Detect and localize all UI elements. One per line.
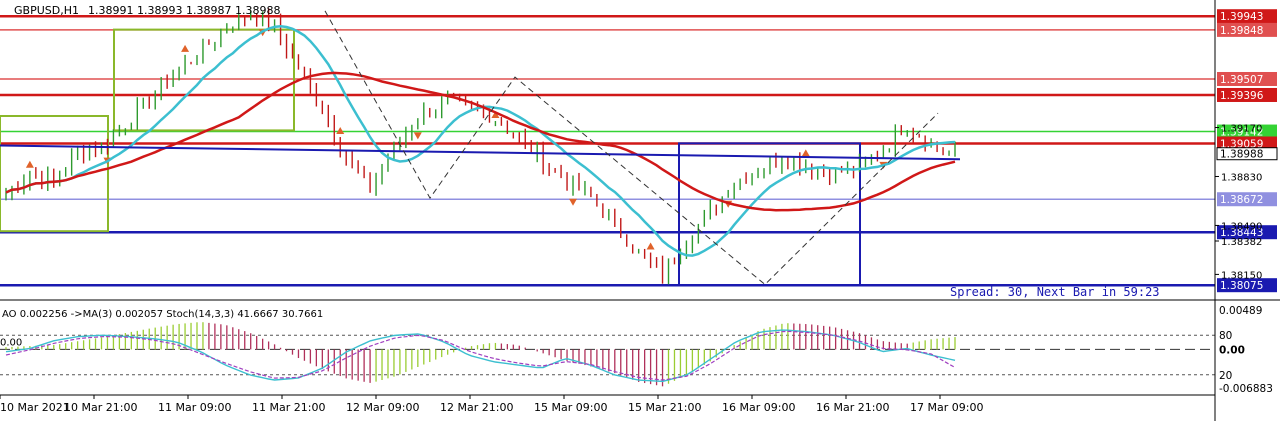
axis-tick-label: 1.39170: [1221, 124, 1262, 135]
drawn-box-green[interactable]: [113, 28, 295, 132]
price-tag-bg: [1217, 225, 1277, 240]
axis-tick-label: 1.38150: [1221, 270, 1262, 281]
fractal-marker: [646, 242, 655, 250]
indicator-pane[interactable]: 0.00: [0, 322, 1215, 387]
price-level-tag[interactable]: 1.38443: [1217, 225, 1277, 240]
time-tick-label: 16 Mar 21:00: [816, 401, 889, 414]
indicator-axis-label: -0.006883: [1219, 383, 1273, 395]
time-tick-label: 11 Mar 09:00: [158, 401, 231, 414]
ohlc-readout: 1.38991 1.38993 1.38987 1.38988: [88, 4, 280, 17]
fractal-marker: [413, 132, 422, 140]
indicator-header: AO 0.002256 ->MA(3) 0.002057 Stoch(14,3,…: [2, 309, 323, 320]
price-level-tag[interactable]: 1.38075: [1217, 278, 1277, 293]
price-tag-text: 1.39943: [1220, 11, 1263, 23]
symbol-label: GBPUSD,H1: [14, 4, 79, 17]
fractal-marker: [336, 127, 345, 135]
price-tag-bg: [1217, 87, 1277, 102]
price-tag-text: 1.39848: [1220, 25, 1263, 37]
axis-tick-label: 1.38830: [1221, 172, 1262, 183]
indicator-axis-label: 0.00489: [1219, 305, 1262, 317]
drawn-box-green[interactable]: [0, 115, 109, 233]
current-price-text: 1.38988: [1220, 149, 1263, 161]
price-pane[interactable]: [0, 8, 1215, 287]
price-tag-bg: [1217, 124, 1277, 139]
time-tick-label: 10 Mar 21:00: [64, 401, 137, 414]
indicator-axis-label: 20: [1219, 370, 1232, 382]
current-price-tag: [1216, 147, 1278, 161]
price-tag-text: 1.39142: [1220, 127, 1263, 139]
indicator-axis-label: 80: [1219, 330, 1232, 342]
time-tick-label: 12 Mar 21:00: [440, 401, 513, 414]
price-level-tag[interactable]: 1.39848: [1217, 22, 1277, 37]
time-tick-label: 12 Mar 09:00: [346, 401, 419, 414]
time-tick-label: 16 Mar 09:00: [722, 401, 795, 414]
price-tag-bg: [1217, 278, 1277, 293]
price-level-tag[interactable]: 1.38672: [1217, 192, 1277, 207]
indicator-left-label: 0.00: [0, 337, 22, 348]
fractal-marker: [491, 110, 500, 118]
time-tick-label: 11 Mar 21:00: [252, 401, 325, 414]
time-tick-label: 15 Mar 09:00: [534, 401, 607, 414]
time-tick-label: 17 Mar 09:00: [910, 401, 983, 414]
price-axis: 1.399431.398481.395071.393961.391421.390…: [1214, 0, 1278, 421]
price-level-tag[interactable]: 1.39507: [1217, 71, 1277, 86]
time-tick-label: 15 Mar 21:00: [628, 401, 701, 414]
price-level-tag[interactable]: 1.39142: [1217, 124, 1277, 139]
ma-cyan-line[interactable]: [5, 25, 956, 257]
axis-tick-label: 1.38382: [1221, 237, 1262, 248]
price-level-tag[interactable]: 1.39396: [1217, 87, 1277, 102]
fractal-marker: [25, 160, 34, 168]
price-level-tag[interactable]: 1.39943: [1217, 9, 1277, 24]
spread-status: Spread: 30, Next Bar in 59:23: [950, 285, 1160, 299]
price-tag-bg: [1217, 22, 1277, 37]
fractal-marker: [569, 198, 578, 206]
price-tag-text: 1.39396: [1220, 90, 1264, 102]
fractal-marker: [801, 149, 810, 157]
price-tag-text: 1.38443: [1220, 227, 1263, 239]
price-tag-text: 1.38075: [1220, 280, 1263, 292]
stoch-d-line[interactable]: [5, 330, 956, 381]
fractal-marker: [181, 44, 190, 52]
price-tag-text: 1.38672: [1220, 194, 1263, 206]
trend-line[interactable]: [0, 144, 961, 161]
axis-tick-label: 1.38490: [1221, 221, 1262, 232]
time-tick-label: 10 Mar 2021: [0, 401, 70, 414]
price-tag-bg: [1217, 9, 1277, 24]
drawn-box-blue[interactable]: [678, 142, 861, 287]
stoch-k-line[interactable]: [5, 329, 956, 383]
zigzag-line[interactable]: [324, 10, 939, 286]
price-tag-bg: [1217, 71, 1277, 86]
indicator-axis-label: 0.00: [1219, 344, 1245, 356]
price-tag-bg: [1217, 136, 1277, 151]
price-tag-bg: [1217, 192, 1277, 207]
price-tag-text: 1.39507: [1220, 74, 1263, 86]
